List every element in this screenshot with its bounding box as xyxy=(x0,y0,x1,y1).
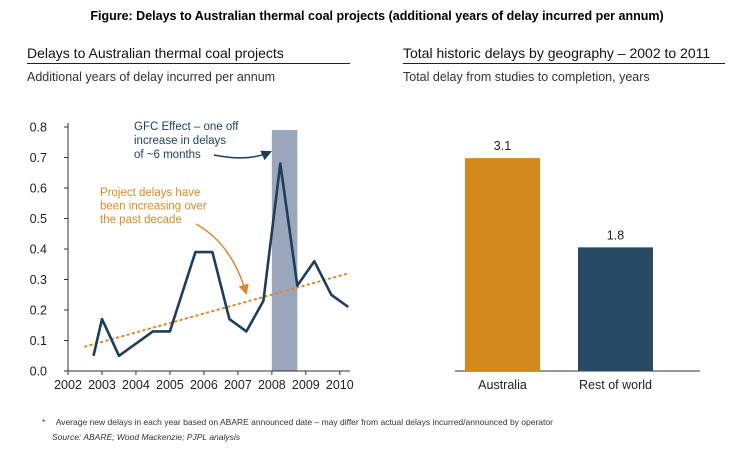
bar-rest-of-world xyxy=(578,247,653,371)
gfc-annotation-line: GFC Effect – one off xyxy=(134,121,239,133)
x-tick-label: 2010 xyxy=(326,378,354,392)
trend-annotation-line: the past decade xyxy=(100,214,182,226)
bar-category-label: Rest of world xyxy=(579,378,652,392)
right-chart-subtitle: Total delay from studies to completion, … xyxy=(403,70,650,84)
y-tick-label: 0.8 xyxy=(30,121,47,135)
left-chart-title: Delays to Australian thermal coal projec… xyxy=(27,45,284,61)
left-chart-title-rule xyxy=(27,63,350,64)
gfc-annotation-line: increase in delays xyxy=(134,135,226,147)
right-chart-title: Total historic delays by geography – 200… xyxy=(403,45,711,61)
x-tick-label: 2005 xyxy=(156,378,184,392)
y-tick-label: 0.3 xyxy=(30,273,47,287)
gfc-annotation-arrow xyxy=(213,150,272,161)
right-chart-title-rule xyxy=(403,63,725,64)
x-tick-label: 2003 xyxy=(88,378,116,392)
trend-annotation-line: been increasing over xyxy=(100,201,207,213)
bar-australia xyxy=(465,158,540,371)
x-tick-label: 2008 xyxy=(258,378,286,392)
y-tick-label: 0.2 xyxy=(30,304,47,318)
x-tick-label: 2006 xyxy=(190,378,218,392)
y-tick-label: 0.1 xyxy=(30,334,47,348)
bar-category-label: Australia xyxy=(478,378,527,392)
footnote-marker: * xyxy=(42,417,46,427)
trend-annotation-line: Project delays have xyxy=(100,187,200,199)
footnote-text: Average new delays in each year based on… xyxy=(55,417,553,427)
x-tick-label: 2004 xyxy=(122,378,150,392)
y-tick-label: 0.7 xyxy=(30,151,47,165)
x-tick-label: 2009 xyxy=(292,378,320,392)
gfc-annotation-line: of ~6 months xyxy=(134,149,201,161)
trend-line xyxy=(83,272,350,348)
y-tick-label: 0.0 xyxy=(30,365,47,379)
figure-title: Figure: Delays to Australian thermal coa… xyxy=(90,9,664,23)
bar-data-label: 3.1 xyxy=(494,139,511,153)
bar-data-label: 1.8 xyxy=(607,228,624,242)
left-chart-subtitle: Additional years of delay incurred per a… xyxy=(27,70,276,84)
y-tick-label: 0.6 xyxy=(30,182,47,196)
y-tick-label: 0.5 xyxy=(30,212,47,226)
y-tick-label: 0.4 xyxy=(30,243,47,257)
source-note: Source: ABARE; Wood Mackenzie; PJPL anal… xyxy=(52,432,241,442)
footnote: * Average new delays in each year based … xyxy=(42,417,553,427)
x-tick-label: 2007 xyxy=(224,378,252,392)
trend-annotation-arrow xyxy=(195,223,249,296)
x-tick-label: 2002 xyxy=(54,378,82,392)
